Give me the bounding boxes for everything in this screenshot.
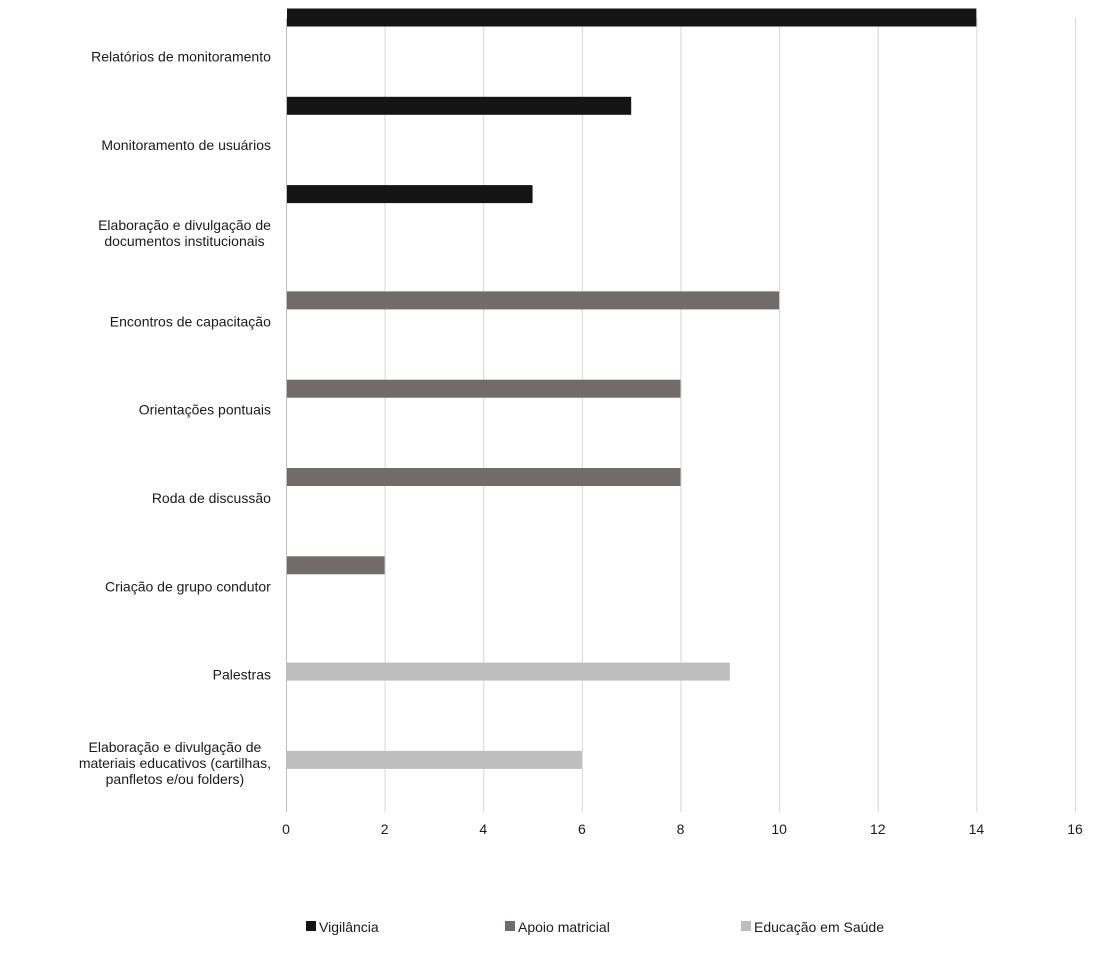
gridlines [286, 18, 1076, 812]
bars [287, 8, 977, 769]
bar-vigilância-1 [287, 96, 632, 115]
x-tick-label: 8 [677, 821, 685, 837]
category-label-line: panfletos e/ou folders) [106, 771, 245, 787]
category-label: Criação de grupo condutor [105, 578, 271, 594]
category-label-line: Criação de grupo condutor [105, 578, 271, 594]
category-labels: Relatórios de monitoramento Monitoramento… [79, 49, 271, 787]
x-tick-label: 6 [578, 821, 586, 837]
category-label-line: Elaboração e divulgação de [89, 739, 262, 755]
legend-swatch-0 [306, 921, 316, 931]
category-label-line: documentos institucionais [104, 233, 264, 249]
legend-swatch-1 [505, 921, 515, 931]
bar-apoio-matricial-6 [287, 556, 385, 575]
category-label: Encontros de capacitação [110, 313, 271, 329]
category-label: Orientações pontuais [139, 402, 271, 418]
category-label-line: materiais educativos (cartilhas, [79, 755, 271, 771]
legend-swatch-2 [741, 921, 751, 931]
x-tick-label: 14 [969, 821, 985, 837]
category-label: Relatórios de monitoramento [91, 49, 271, 65]
bar-educação-em-saúde-8 [287, 750, 582, 769]
x-tick-label: 0 [282, 821, 290, 837]
x-axis: 0 2 4 6 8 10 12 14 16 [282, 821, 1083, 837]
bar-apoio-matricial-4 [287, 379, 681, 398]
x-tick-label: 4 [479, 821, 487, 837]
category-label-line: Relatórios de monitoramento [91, 49, 271, 65]
category-label-line: Orientações pontuais [139, 402, 271, 418]
category-label: Elaboração e divulgação de documentos ins… [98, 217, 271, 249]
category-label: Roda de discussão [152, 490, 271, 506]
category-label: Palestras [213, 667, 271, 683]
category-label: Elaboração e divulgação de materiais educ… [79, 739, 271, 787]
category-label-line: Monitoramento de usuários [101, 137, 271, 153]
legend-label: Apoio matricial [518, 919, 610, 935]
category-label-line: Roda de discussão [152, 490, 271, 506]
category-label: Monitoramento de usuários [101, 137, 271, 153]
bar-apoio-matricial-5 [287, 468, 681, 486]
bar-vigilância-0 [287, 8, 977, 27]
category-label-line: Palestras [213, 667, 271, 683]
x-tick-label: 10 [771, 821, 787, 837]
legend-label: Educação em Saúde [754, 919, 884, 935]
x-tick-label: 16 [1067, 821, 1083, 837]
category-label-line: Encontros de capacitação [110, 313, 271, 329]
legend-label: Vigilância [319, 919, 379, 935]
bar-vigilância-2 [287, 185, 533, 204]
legend: Vigilância Apoio matricial Educação em Saú… [306, 919, 884, 935]
category-label-line: Elaboração e divulgação de [98, 217, 271, 233]
x-tick-label: 12 [870, 821, 886, 837]
x-tick-label: 2 [381, 821, 389, 837]
bar-educação-em-saúde-7 [287, 662, 730, 681]
bar-apoio-matricial-3 [287, 291, 780, 310]
